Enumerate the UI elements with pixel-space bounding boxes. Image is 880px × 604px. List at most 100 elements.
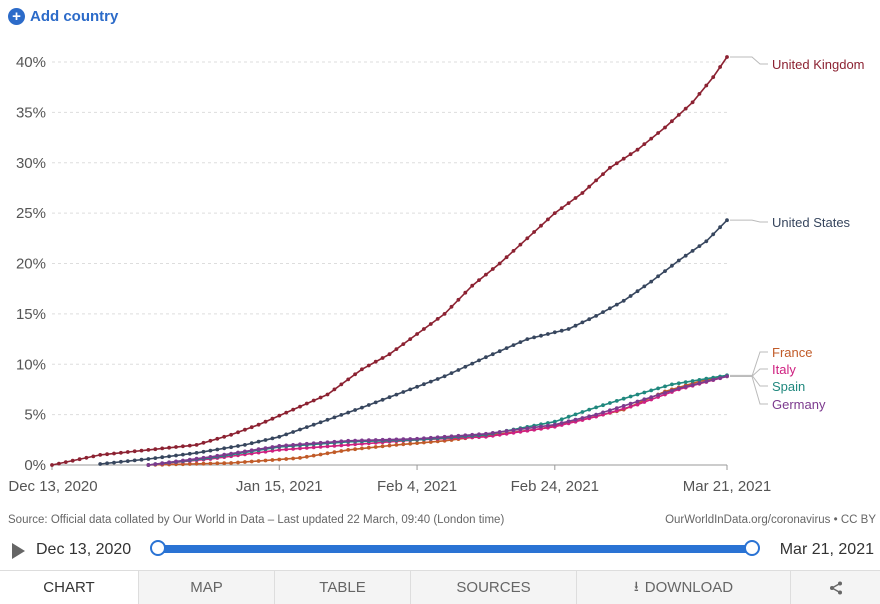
data-point xyxy=(174,453,178,458)
data-point xyxy=(201,449,206,454)
x-tick-label: Feb 4, 2021 xyxy=(377,478,457,495)
data-point xyxy=(656,274,660,279)
data-point xyxy=(125,450,130,454)
data-point xyxy=(229,461,234,465)
data-point xyxy=(360,438,364,443)
data-point xyxy=(532,425,536,430)
data-point xyxy=(167,460,172,465)
data-point xyxy=(518,242,523,247)
series-germany xyxy=(146,374,729,467)
timeline-track[interactable] xyxy=(157,545,753,553)
data-point xyxy=(201,440,206,445)
data-point xyxy=(504,346,509,350)
data-point xyxy=(546,217,550,222)
data-point xyxy=(428,440,433,444)
data-point xyxy=(525,236,530,241)
data-point xyxy=(98,462,103,466)
data-point xyxy=(270,448,275,453)
data-point xyxy=(222,461,227,466)
data-point xyxy=(683,380,688,384)
data-point xyxy=(649,136,654,141)
data-point xyxy=(243,449,247,454)
data-point xyxy=(98,453,103,457)
timeline-slider[interactable]: Dec 13, 2020 Mar 21, 2021 xyxy=(0,537,880,565)
timeline-end-handle[interactable] xyxy=(744,540,760,556)
tab-sources[interactable]: SOURCES xyxy=(410,571,576,604)
data-point xyxy=(428,322,433,326)
data-point xyxy=(711,75,716,79)
data-point xyxy=(614,399,619,403)
data-point xyxy=(552,330,557,335)
data-point xyxy=(566,414,571,419)
timeline-start-handle[interactable] xyxy=(150,540,166,556)
data-point xyxy=(504,431,509,436)
series-label: United States xyxy=(772,215,851,230)
share-button[interactable] xyxy=(790,571,880,604)
data-point xyxy=(408,387,413,392)
data-point xyxy=(497,432,502,437)
label-connector xyxy=(730,56,768,65)
data-point xyxy=(484,272,488,277)
data-point xyxy=(153,447,158,452)
data-point xyxy=(201,461,206,466)
data-point xyxy=(539,223,543,228)
data-point xyxy=(84,455,89,460)
tab-map[interactable]: MAP xyxy=(138,571,274,604)
add-country-button[interactable]: + Add country xyxy=(8,8,118,25)
data-point xyxy=(656,393,660,397)
data-point xyxy=(497,261,502,266)
source-note: Source: Official data collated by Our Wo… xyxy=(8,514,505,526)
play-icon[interactable] xyxy=(12,543,25,559)
data-point xyxy=(181,452,185,457)
data-point xyxy=(187,451,192,456)
data-point xyxy=(360,405,364,410)
data-point xyxy=(215,461,220,466)
data-point xyxy=(642,400,647,404)
data-point xyxy=(380,356,385,360)
data-point xyxy=(346,410,351,415)
data-point xyxy=(725,55,729,59)
data-point xyxy=(229,445,234,450)
data-point xyxy=(670,382,674,387)
data-point xyxy=(304,425,309,429)
data-point xyxy=(318,452,323,457)
data-point xyxy=(552,211,557,216)
data-point xyxy=(539,424,543,429)
series-united-states xyxy=(98,218,729,466)
data-point xyxy=(642,284,647,289)
site-credit-link[interactable]: OurWorldInData.org/coronavirus • CC BY xyxy=(665,514,876,526)
data-point xyxy=(360,446,364,451)
data-point xyxy=(318,440,323,445)
data-point xyxy=(587,317,592,322)
data-point xyxy=(160,461,165,466)
data-point xyxy=(222,446,227,451)
data-point xyxy=(690,379,695,383)
data-point xyxy=(435,317,440,321)
data-point xyxy=(422,327,426,331)
data-point xyxy=(477,358,481,363)
data-point xyxy=(187,462,192,466)
data-point xyxy=(366,363,371,368)
data-point xyxy=(325,417,330,422)
tab-chart[interactable]: CHART xyxy=(0,571,138,604)
data-point xyxy=(298,456,302,460)
tab-download[interactable]: ⭳ DOWNLOAD xyxy=(576,571,790,604)
data-point xyxy=(304,454,309,459)
data-point xyxy=(332,444,337,448)
data-point xyxy=(580,191,585,195)
data-point xyxy=(711,377,716,382)
data-point xyxy=(532,230,536,234)
data-point xyxy=(614,161,619,166)
data-point xyxy=(208,438,213,443)
data-point xyxy=(725,218,729,223)
data-point xyxy=(676,381,681,386)
data-point xyxy=(339,443,344,448)
data-point xyxy=(256,422,261,427)
data-point xyxy=(408,437,413,441)
data-point xyxy=(284,447,289,452)
data-point xyxy=(401,442,406,447)
series-label: United Kingdom xyxy=(772,57,865,72)
data-point xyxy=(628,152,633,157)
tab-table[interactable]: TABLE xyxy=(274,571,410,604)
data-point xyxy=(566,419,571,424)
